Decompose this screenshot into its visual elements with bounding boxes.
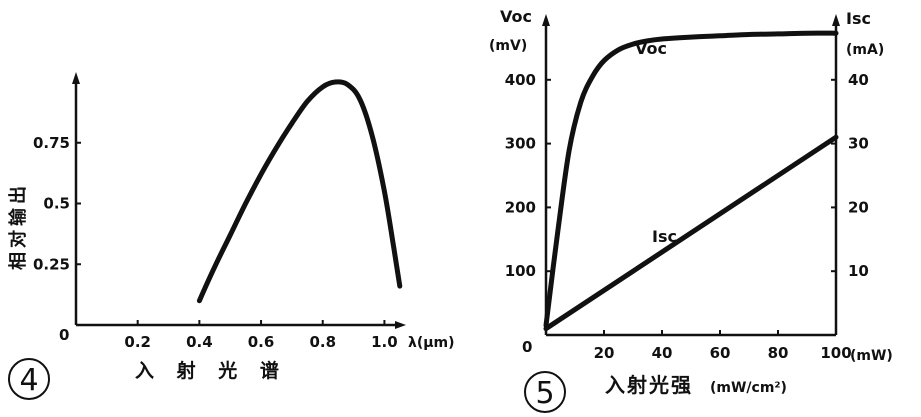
p4-x-tick-label: 1.0 [371,333,398,351]
p5-left-tick-label: 100 [505,262,536,280]
p5-right-tick-label: 30 [848,135,869,153]
p5-x-unit-label: (mW) [850,348,893,364]
p4-relative-output-curve [196,79,403,304]
p4-y-axis-label: 相对输出 [7,182,29,270]
p5-x-tick-label: 60 [710,344,731,362]
p4-title: 入 射 光 谱 [135,359,287,382]
p5-right-axis-label: Isc [846,9,871,28]
p5-right-axis-unit: (mA) [846,42,884,58]
panel-4-spectral-chart: 0 0.2 0.4 0.6 0.8 1.0 0.25 0.5 0.75 λ(μm) 相对输出… [7,72,455,400]
p5-left-axis-label: Voc [500,7,532,26]
p5-voc-curve [543,30,839,328]
p4-x-tick-label: 0.4 [186,333,213,351]
p5-panel-number: 5 [535,376,554,411]
p5-left-tick-label: 300 [505,135,536,153]
p5-origin-label: 0 [522,338,532,356]
p4-x-tick-label: 0.2 [124,333,151,351]
p4-y-tick-label: 0.5 [43,195,70,213]
p5-left-tick-label: 400 [505,71,536,89]
p5-x-axis-unit: (mW/cm²) [710,380,787,396]
p4-panel-number-circle [8,358,50,400]
p5-x-tick-label: 20 [594,344,615,362]
p5-left-tick-label: 200 [505,198,536,216]
p4-panel-number: 4 [19,363,38,398]
p4-x-tick-label: 0.8 [309,333,336,351]
p5-isc-series-label: Isc [652,227,677,246]
p4-x-tick-label: 0.6 [248,333,275,351]
p5-voc-series-label: Voc [635,39,667,58]
p4-y-tick-label: 0.75 [33,134,70,152]
p5-x-tick-label: 100 [820,344,851,362]
p5-left-axis-unit: (mV) [489,38,527,54]
p4-x-axis-label: λ(μm) [408,335,455,351]
p5-right-tick-label: 10 [848,262,869,280]
p5-panel-number-circle [524,371,566,413]
p5-right-tick-label: 20 [848,198,869,216]
p5-x-tick-label: 40 [652,344,673,362]
p5-title: 入射光强 [605,373,693,397]
p5-isc-line [543,134,839,332]
p4-y-axis-arrow [72,72,80,84]
p5-right-tick-label: 40 [848,71,869,89]
p4-y-tick-label: 0.25 [33,255,70,273]
p5-x-tick-label: 80 [768,344,789,362]
p5-left-axis-arrow [542,14,550,26]
p5-right-axis-arrow [832,14,840,26]
p4-x-axis-arrow [395,321,406,329]
p4-origin-label: 0 [59,326,69,344]
